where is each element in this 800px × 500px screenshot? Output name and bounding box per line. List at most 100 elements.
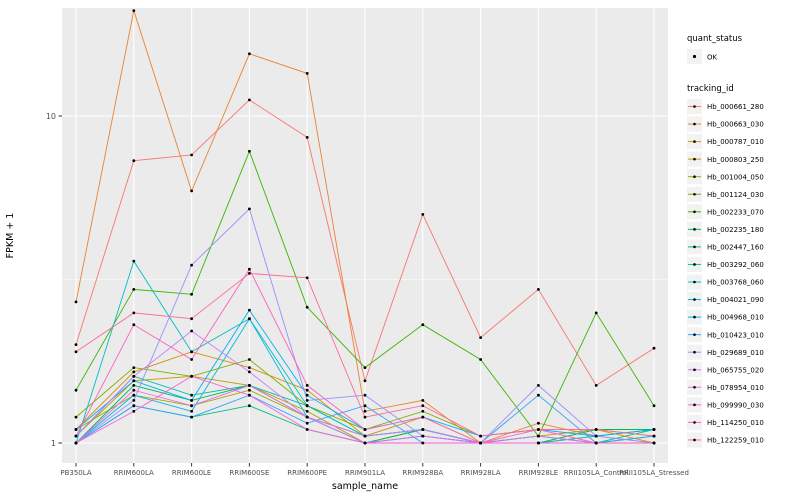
legend-label: Hb_003292_060 (707, 261, 764, 269)
data-point (652, 404, 656, 408)
x-tick-label: RRIM928LA (461, 469, 501, 477)
data-point (305, 409, 309, 413)
data-point (363, 379, 367, 383)
data-point (537, 421, 540, 425)
data-point (421, 428, 425, 431)
data-point (479, 336, 482, 339)
data-point (537, 288, 540, 291)
data-point (537, 441, 540, 445)
legend-label: Hb_000787_010 (707, 138, 764, 146)
legend-key-point (693, 210, 696, 214)
data-point (248, 384, 251, 387)
legend-key-point (693, 105, 696, 108)
data-point (74, 415, 78, 419)
data-point (132, 159, 136, 163)
x-tick-label: RRIM600LE (172, 469, 212, 477)
x-tick-label: RRIM600SE (229, 469, 269, 477)
data-point (305, 384, 309, 387)
legend-title-quant-status: quant_status (687, 34, 743, 44)
legend-label: Hb_114250_010 (707, 419, 764, 427)
data-point (248, 98, 251, 102)
data-point (74, 343, 78, 346)
legend-key-point (693, 350, 696, 354)
data-point (132, 393, 136, 397)
data-point (594, 434, 598, 438)
legend-label: Hb_002447_160 (707, 244, 764, 252)
legend-point-ok (692, 54, 697, 59)
legend-key-point (693, 333, 696, 336)
data-point (421, 441, 425, 445)
legend-label: Hb_002233_070 (707, 208, 764, 216)
data-point (537, 393, 540, 397)
x-tick-label: RRIM928BA (402, 469, 443, 477)
legend-label: Hb_065755_020 (707, 366, 764, 374)
data-point (248, 366, 251, 369)
legend-label: Hb_029689_010 (707, 349, 764, 357)
data-point (132, 311, 136, 315)
data-point (190, 404, 194, 408)
data-point (132, 388, 136, 392)
data-point (132, 370, 136, 374)
data-point (594, 311, 598, 315)
data-point (190, 350, 194, 354)
data-point (652, 428, 656, 431)
x-tick-label: RRIM600LA (114, 469, 154, 477)
data-point (190, 317, 194, 321)
legend-key-point (693, 421, 696, 424)
data-point (74, 388, 78, 392)
data-point (537, 384, 540, 387)
data-point (652, 441, 656, 445)
data-point (537, 434, 540, 438)
data-point (363, 366, 367, 369)
legend-label: Hb_078954_010 (707, 384, 764, 392)
x-tick-label: RRIM600PE (287, 469, 327, 477)
data-point (190, 153, 194, 157)
data-point (248, 393, 251, 397)
data-point (132, 288, 136, 291)
data-point (132, 259, 136, 263)
legend-key-point (693, 192, 696, 196)
data-point (305, 399, 309, 402)
data-point (132, 409, 136, 413)
legend-title-tracking-id: tracking_id (687, 84, 734, 94)
data-point (305, 388, 309, 392)
data-point (248, 370, 251, 374)
data-point (248, 207, 251, 211)
data-point (132, 379, 136, 383)
y-tick-label: 1 (51, 439, 56, 448)
legend-label: Hb_000661_280 (707, 103, 764, 111)
data-point (363, 428, 367, 431)
data-point (363, 409, 367, 413)
data-point (132, 399, 136, 402)
x-tick-label: RRIM928LE (519, 469, 559, 477)
data-point (363, 434, 367, 438)
data-point (74, 441, 78, 445)
data-point (248, 52, 251, 56)
data-point (190, 393, 194, 397)
legend-key-point (693, 386, 696, 389)
data-point (190, 409, 194, 413)
data-point (190, 415, 194, 419)
x-axis-title: sample_name (332, 481, 398, 492)
legend-label: Hb_122259_010 (707, 437, 764, 445)
data-point (248, 317, 251, 321)
data-point (305, 393, 309, 397)
data-point (74, 434, 78, 438)
data-point (132, 374, 136, 378)
data-point (248, 388, 251, 392)
legend-key-point (693, 140, 696, 143)
y-axis-title: FPKM + 1 (5, 213, 16, 259)
data-point (305, 421, 309, 425)
data-point (248, 267, 251, 271)
data-point (421, 415, 425, 419)
data-point (537, 428, 540, 431)
legend-label: Hb_004021_090 (707, 296, 764, 304)
legend-label-ok: OK (707, 54, 718, 62)
data-point (190, 263, 194, 267)
legend-label: Hb_099990_030 (707, 401, 764, 409)
data-point (132, 384, 136, 387)
legend-key-point (693, 438, 696, 442)
data-point (652, 346, 656, 350)
data-point (594, 384, 598, 387)
